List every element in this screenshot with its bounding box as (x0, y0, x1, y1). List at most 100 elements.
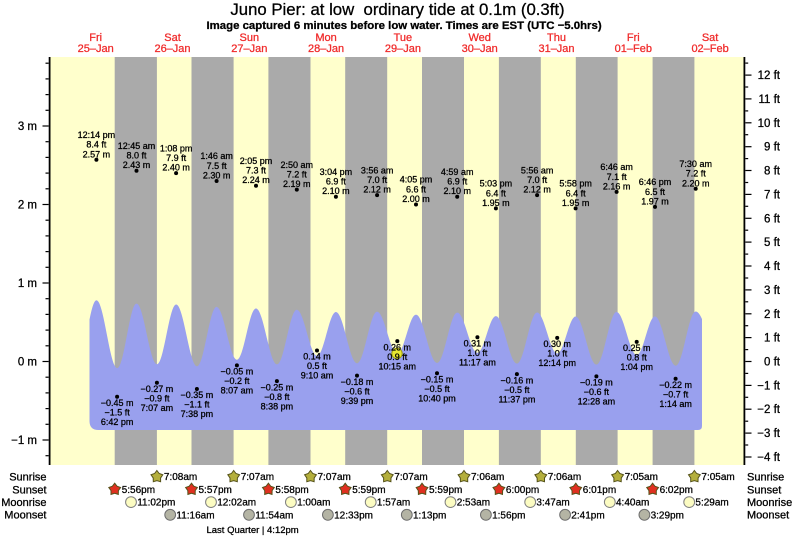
svg-text:−1 m: −1 m (11, 435, 37, 447)
svg-text:2.10 m: 2.10 m (322, 186, 350, 196)
svg-text:7:30 am: 7:30 am (679, 159, 712, 169)
svg-text:9 ft: 9 ft (764, 142, 781, 154)
svg-text:0.9 ft: 0.9 ft (387, 352, 408, 362)
svg-text:Sunset: Sunset (12, 484, 46, 496)
svg-text:Image captured 6 minutes befor: Image captured 6 minutes before low wate… (207, 20, 602, 32)
svg-text:5:57pm: 5:57pm (199, 485, 232, 496)
svg-text:0.26 m: 0.26 m (384, 342, 412, 352)
svg-text:−1.1 ft: −1.1 ft (184, 400, 210, 410)
svg-text:2.40 m: 2.40 m (162, 163, 190, 173)
svg-text:7.0 ft: 7.0 ft (527, 175, 548, 185)
svg-text:0 ft: 0 ft (764, 357, 781, 369)
svg-text:26–Jan: 26–Jan (154, 43, 190, 55)
svg-text:1 m: 1 m (18, 278, 37, 290)
svg-text:12:14 pm: 12:14 pm (78, 130, 116, 140)
svg-text:7:05am: 7:05am (701, 472, 734, 483)
svg-text:11:37 pm: 11:37 pm (498, 394, 535, 404)
svg-text:2:05 pm: 2:05 pm (240, 156, 273, 166)
svg-text:12:28 am: 12:28 am (578, 397, 616, 407)
svg-text:2.16 m: 2.16 m (603, 181, 631, 191)
svg-text:7.2 ft: 7.2 ft (287, 170, 308, 180)
svg-text:−1.5 ft: −1.5 ft (104, 408, 130, 418)
svg-text:1.0 ft: 1.0 ft (467, 348, 488, 358)
svg-text:8.4 ft: 8.4 ft (86, 140, 107, 150)
svg-text:29–Jan: 29–Jan (385, 43, 421, 55)
svg-text:7 ft: 7 ft (764, 189, 781, 201)
svg-text:01–Feb: 01–Feb (615, 43, 652, 55)
svg-text:3:29pm: 3:29pm (651, 510, 684, 521)
svg-text:4:40am: 4:40am (616, 498, 649, 509)
svg-text:Tue: Tue (394, 32, 413, 44)
svg-text:7:07am: 7:07am (241, 472, 274, 483)
svg-text:2 m: 2 m (18, 200, 37, 212)
svg-text:7:06am: 7:06am (548, 472, 581, 483)
svg-text:0.5 ft: 0.5 ft (307, 361, 328, 371)
svg-text:Fri: Fri (89, 32, 102, 44)
svg-text:3 m: 3 m (18, 121, 37, 133)
svg-text:2.20 m: 2.20 m (682, 178, 710, 188)
svg-text:5:58 pm: 5:58 pm (559, 179, 592, 189)
svg-text:6:46 am: 6:46 am (600, 162, 633, 172)
svg-text:1.97 m: 1.97 m (641, 196, 669, 206)
svg-text:−0.25 m: −0.25 m (261, 382, 294, 392)
svg-text:1:14 am: 1:14 am (659, 399, 692, 409)
svg-text:Sat: Sat (702, 32, 719, 44)
svg-text:12:45 am: 12:45 am (118, 141, 156, 151)
svg-text:3:04 pm: 3:04 pm (320, 167, 353, 177)
svg-text:2.24 m: 2.24 m (242, 175, 270, 185)
svg-text:7:06am: 7:06am (471, 472, 504, 483)
svg-text:6.5 ft: 6.5 ft (645, 187, 666, 197)
svg-text:11:54am: 11:54am (255, 510, 293, 521)
svg-text:28–Jan: 28–Jan (308, 43, 344, 55)
svg-text:7.2 ft: 7.2 ft (686, 169, 707, 179)
svg-text:1:56pm: 1:56pm (492, 510, 525, 521)
svg-text:12:02am: 12:02am (217, 498, 256, 509)
svg-text:−0.15 m: −0.15 m (421, 375, 454, 385)
svg-text:4:59 am: 4:59 am (441, 167, 474, 177)
svg-text:−0.19 m: −0.19 m (580, 378, 613, 388)
svg-text:6:00pm: 6:00pm (506, 485, 539, 496)
svg-text:Moonrise: Moonrise (1, 497, 46, 509)
svg-text:Thu: Thu (547, 32, 566, 44)
svg-text:2:53am: 2:53am (457, 498, 490, 509)
svg-text:8.0 ft: 8.0 ft (126, 151, 147, 161)
svg-text:31–Jan: 31–Jan (538, 43, 574, 55)
svg-text:Sun: Sun (240, 32, 260, 44)
svg-text:6 ft: 6 ft (764, 213, 781, 225)
svg-text:1.95 m: 1.95 m (562, 198, 590, 208)
svg-text:1:04 pm: 1:04 pm (620, 362, 653, 372)
svg-text:9:10 am: 9:10 am (301, 371, 334, 381)
svg-text:12 ft: 12 ft (758, 70, 781, 82)
svg-text:9:39 pm: 9:39 pm (341, 396, 374, 406)
svg-text:Moonset: Moonset (747, 510, 789, 522)
svg-text:7.1 ft: 7.1 ft (607, 172, 628, 182)
svg-text:11 ft: 11 ft (758, 94, 780, 106)
svg-text:−0.8 ft: −0.8 ft (264, 392, 290, 402)
svg-text:5:56pm: 5:56pm (122, 485, 155, 496)
svg-text:2.57 m: 2.57 m (83, 149, 111, 159)
svg-text:1:46 am: 1:46 am (200, 151, 233, 161)
svg-text:1:00am: 1:00am (297, 498, 330, 509)
svg-text:12:33pm: 12:33pm (334, 510, 373, 521)
svg-text:5:59pm: 5:59pm (352, 485, 385, 496)
svg-text:−0.35 m: −0.35 m (181, 390, 214, 400)
svg-text:Fri: Fri (627, 32, 640, 44)
svg-text:5 ft: 5 ft (764, 237, 781, 249)
svg-text:6.4 ft: 6.4 ft (486, 188, 507, 198)
svg-text:6:42 pm: 6:42 pm (101, 417, 134, 427)
svg-text:0.25 m: 0.25 m (623, 343, 651, 353)
svg-text:−0.27 m: −0.27 m (141, 384, 174, 394)
svg-text:6.4 ft: 6.4 ft (566, 188, 587, 198)
svg-text:1 ft: 1 ft (764, 333, 781, 345)
svg-text:7.9 ft: 7.9 ft (166, 153, 187, 163)
svg-text:Wed: Wed (468, 32, 490, 44)
svg-text:25–Jan: 25–Jan (78, 43, 114, 55)
svg-text:5:56 am: 5:56 am (521, 165, 554, 175)
svg-text:6:02pm: 6:02pm (660, 485, 693, 496)
svg-text:3:56 am: 3:56 am (361, 165, 394, 175)
svg-text:2:50 am: 2:50 am (281, 160, 314, 170)
svg-text:Juno Pier: at low ordinary ti: Juno Pier: at low ordinary tide at 0.1m … (230, 0, 564, 19)
svg-text:Sat: Sat (164, 32, 181, 44)
svg-text:7:07am: 7:07am (318, 472, 351, 483)
svg-text:−1 ft: −1 ft (757, 380, 781, 392)
